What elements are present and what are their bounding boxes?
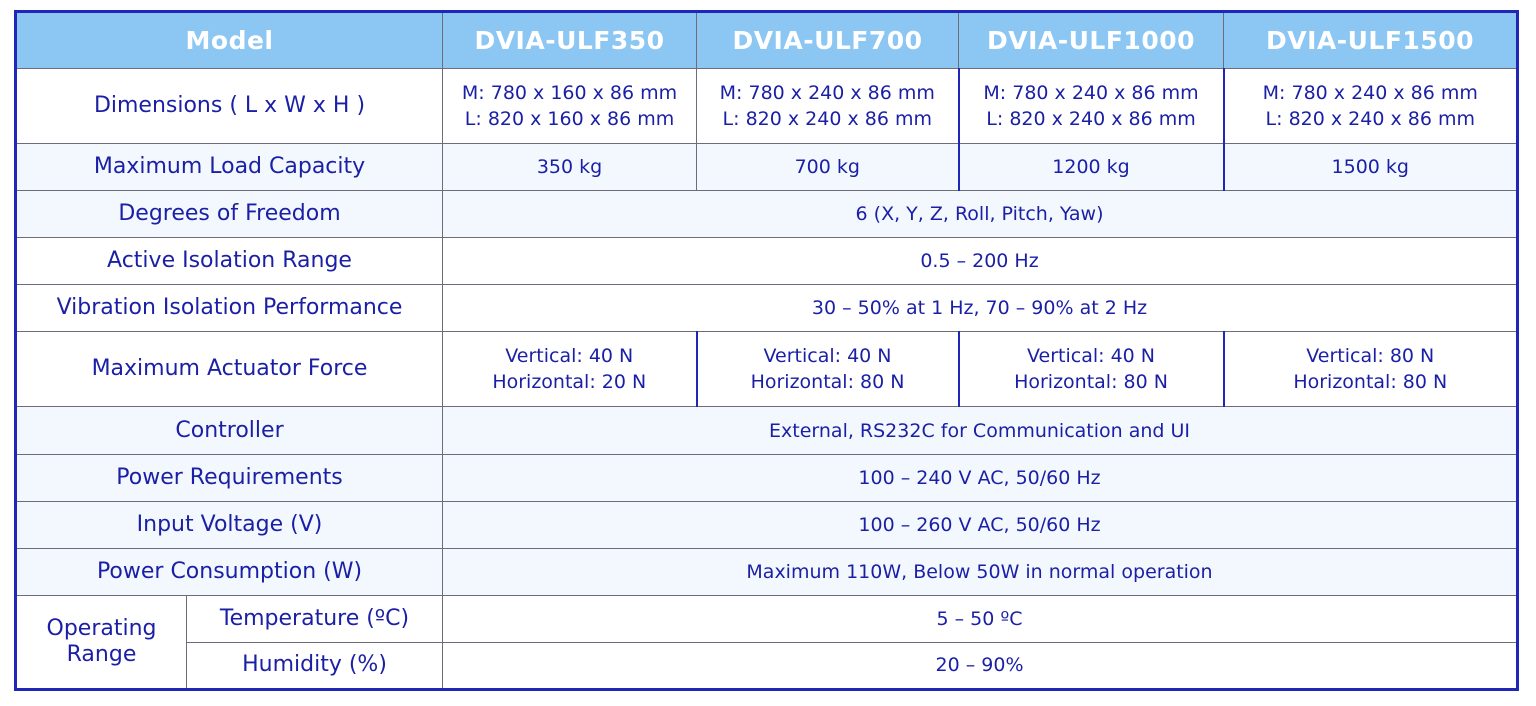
dimensions-ulf1000: M: 780 x 240 x 86 mm L: 820 x 240 x 86 m… (957, 67, 1225, 144)
operating-range-line2: Range (66, 641, 137, 667)
controller-value: External, RS232C for Communication and U… (442, 406, 1519, 455)
dimensions-ulf350: M: 780 x 160 x 86 mm L: 820 x 160 x 86 m… (442, 67, 698, 144)
model-header-ulf700: DVIA-ULF700 (696, 11, 960, 69)
actuator-force-vertical: Vertical: 40 N (505, 345, 634, 368)
degrees-of-freedom-value: 6 (X, Y, Z, Roll, Pitch, Yaw) (442, 189, 1519, 238)
load-capacity-ulf700: 700 kg (696, 142, 960, 191)
controller-label: Controller (14, 406, 444, 455)
humidity-label: Humidity (%) (185, 641, 444, 691)
spec-table: Model DVIA-ULF350 DVIA-ULF700 DVIA-ULF10… (14, 10, 1520, 691)
controller-row: Controller External, RS232C for Communic… (14, 406, 1519, 455)
dimensions-l: L: 820 x 240 x 86 mm (1265, 107, 1475, 130)
input-voltage-row: Input Voltage (V) 100 – 260 V AC, 50/60 … (14, 500, 1519, 549)
dimensions-label: Dimensions ( L x W x H ) (14, 67, 444, 144)
actuator-force-row: Maximum Actuator Force Vertical: 40 N Ho… (14, 331, 1519, 408)
actuator-force-vertical: Vertical: 40 N (763, 345, 892, 368)
operating-range-line1: Operating (46, 615, 157, 641)
power-requirements-label: Power Requirements (14, 453, 444, 502)
power-requirements-value: 100 – 240 V AC, 50/60 Hz (442, 453, 1519, 502)
actuator-force-vertical: Vertical: 40 N (1027, 345, 1156, 368)
isolation-performance-label: Vibration Isolation Performance (14, 284, 444, 333)
degrees-of-freedom-row: Degrees of Freedom 6 (X, Y, Z, Roll, Pit… (14, 189, 1519, 238)
dimensions-m: M: 780 x 240 x 86 mm (983, 81, 1199, 104)
load-capacity-ulf1000: 1200 kg (957, 142, 1225, 191)
degrees-of-freedom-label: Degrees of Freedom (14, 189, 444, 238)
dimensions-l: L: 820 x 240 x 86 mm (986, 107, 1196, 130)
dimensions-l: L: 820 x 240 x 86 mm (722, 107, 932, 130)
actuator-force-horizontal: Horizontal: 80 N (1014, 371, 1168, 394)
actuator-force-horizontal: Horizontal: 80 N (750, 371, 905, 394)
operating-range-label: Operating Range (15, 594, 187, 691)
dimensions-m: M: 780 x 240 x 86 mm (719, 81, 935, 104)
dimensions-m: M: 780 x 160 x 86 mm (461, 81, 678, 104)
actuator-force-ulf350: Vertical: 40 N Horizontal: 20 N (442, 331, 698, 408)
humidity-row: Humidity (%) 20 – 90% (16, 641, 1519, 691)
actuator-force-ulf700: Vertical: 40 N Horizontal: 80 N (695, 331, 960, 408)
actuator-force-ulf1000: Vertical: 40 N Horizontal: 80 N (957, 331, 1225, 408)
header-row: Model DVIA-ULF350 DVIA-ULF700 DVIA-ULF10… (14, 11, 1519, 69)
power-requirements-row: Power Requirements 100 – 240 V AC, 50/60… (14, 453, 1519, 502)
dimensions-m: M: 780 x 240 x 86 mm (1262, 81, 1478, 104)
temperature-label: Temperature (ºC) (185, 594, 444, 643)
actuator-force-label: Maximum Actuator Force (14, 331, 444, 408)
model-header-ulf350: DVIA-ULF350 (442, 11, 698, 69)
isolation-range-row: Active Isolation Range 0.5 – 200 Hz (14, 236, 1519, 286)
model-header: Model (14, 11, 444, 69)
load-capacity-label: Maximum Load Capacity (14, 142, 444, 191)
isolation-performance-row: Vibration Isolation Performance 30 – 50%… (14, 284, 1519, 333)
actuator-force-horizontal: Horizontal: 20 N (492, 371, 647, 394)
dimensions-row: Dimensions ( L x W x H ) M: 780 x 160 x … (14, 67, 1519, 144)
actuator-force-horizontal: Horizontal: 80 N (1293, 371, 1448, 394)
load-capacity-row: Maximum Load Capacity 350 kg 700 kg 1200… (14, 142, 1519, 191)
model-header-ulf1000: DVIA-ULF1000 (958, 11, 1225, 69)
isolation-range-value: 0.5 – 200 Hz (442, 236, 1519, 286)
power-consumption-value: Maximum 110W, Below 50W in normal operat… (442, 547, 1519, 596)
power-consumption-row: Power Consumption (W) Maximum 110W, Belo… (14, 547, 1519, 596)
model-header-ulf1500: DVIA-ULF1500 (1223, 11, 1519, 69)
dimensions-ulf700: M: 780 x 240 x 86 mm L: 820 x 240 x 86 m… (696, 67, 960, 144)
temperature-row: Operating Range Temperature (ºC) 5 – 50 … (15, 594, 1519, 691)
load-capacity-ulf1500: 1500 kg (1222, 142, 1519, 191)
load-capacity-ulf350: 350 kg (442, 142, 698, 191)
isolation-performance-value: 30 – 50% at 1 Hz, 70 – 90% at 2 Hz (442, 284, 1519, 333)
input-voltage-value: 100 – 260 V AC, 50/60 Hz (442, 500, 1519, 549)
actuator-force-vertical: Vertical: 80 N (1306, 345, 1435, 368)
input-voltage-label: Input Voltage (V) (14, 500, 444, 549)
isolation-range-label: Active Isolation Range (14, 236, 444, 286)
dimensions-l: L: 820 x 160 x 86 mm (464, 107, 675, 130)
temperature-value: 5 – 50 ºC (442, 594, 1519, 643)
humidity-value: 20 – 90% (442, 641, 1519, 691)
actuator-force-ulf1500: Vertical: 80 N Horizontal: 80 N (1222, 331, 1519, 408)
dimensions-ulf1500: M: 780 x 240 x 86 mm L: 820 x 240 x 86 m… (1222, 67, 1519, 144)
power-consumption-label: Power Consumption (W) (14, 547, 444, 596)
